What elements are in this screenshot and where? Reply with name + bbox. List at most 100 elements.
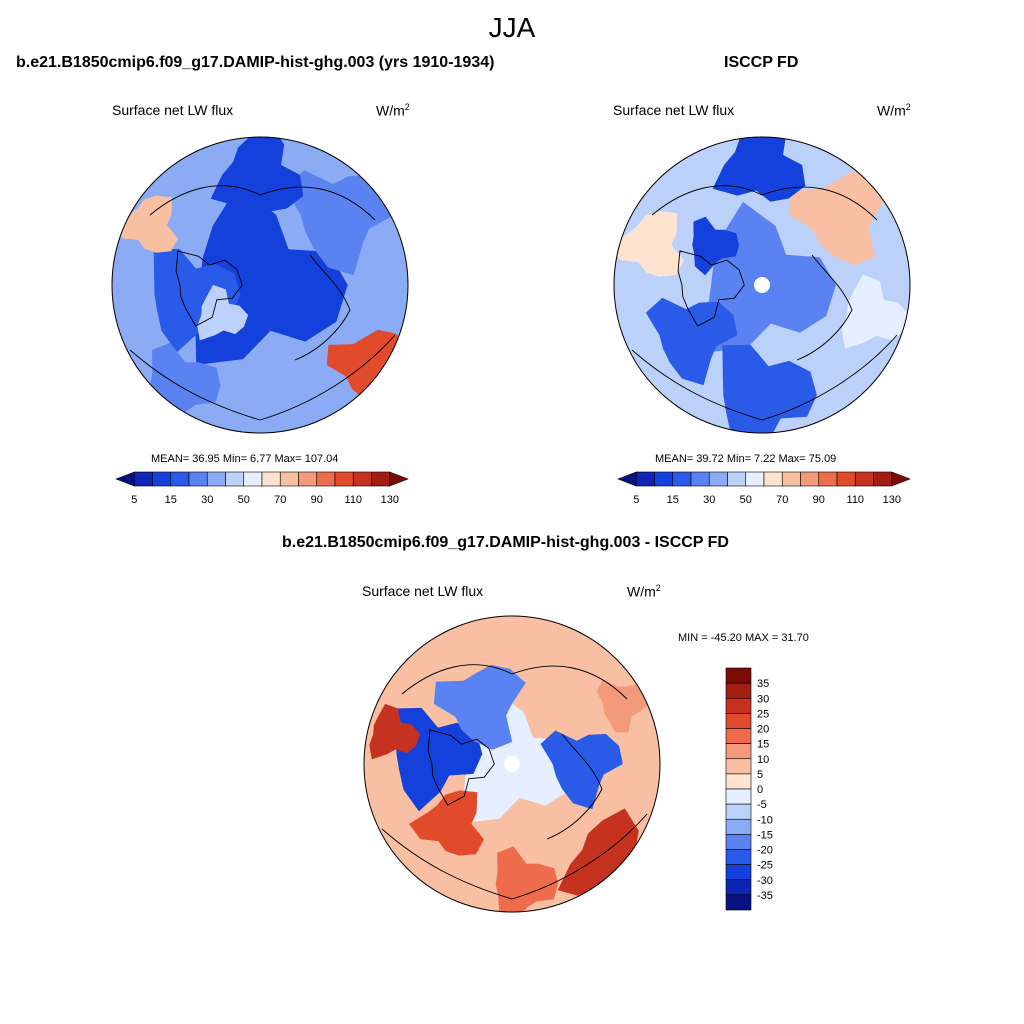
colorbar-tick-label: 70 — [274, 494, 286, 506]
colorbar-swatch — [725, 773, 752, 790]
colorbar-tick-label: 130 — [883, 494, 901, 506]
colorbar-tick-label: 30 — [703, 494, 715, 506]
flux-region — [284, 170, 395, 276]
coastlines — [129, 185, 396, 421]
colorbar-tick-label: 50 — [238, 494, 250, 506]
flux-region — [369, 703, 421, 760]
colorbar-tick-label: 5 — [633, 494, 639, 506]
colorbar-swatch — [873, 471, 893, 487]
season-title: JJA — [488, 12, 536, 43]
colorbar-swatch — [725, 879, 752, 896]
panel2-polar-map — [613, 136, 911, 434]
colorbar-swatch — [725, 743, 752, 760]
panel2-units: W/m2 — [877, 102, 911, 119]
map-field — [112, 137, 408, 433]
flux-region — [197, 284, 249, 341]
colorbar-swatch — [800, 471, 820, 487]
coastlines — [381, 664, 648, 900]
colorbar-tick-label: -15 — [757, 829, 773, 841]
colorbar-swatch — [243, 471, 263, 487]
panel3-stats: MIN = -45.20 MAX = 31.70 — [678, 632, 809, 644]
flux-region — [596, 679, 651, 733]
map-field — [364, 616, 660, 912]
flux-region — [153, 248, 241, 353]
colorbar-swatch — [818, 471, 838, 487]
colorbar-swatch — [725, 728, 752, 744]
colorbar-tick-label: -30 — [757, 875, 773, 887]
colorbar-tick-label: 20 — [757, 724, 769, 736]
map-border — [111, 136, 409, 434]
panel3-units: W/m2 — [627, 583, 661, 600]
panel1-title: b.e21.B1850cmip6.f09_g17.DAMIP-hist-ghg.… — [16, 54, 495, 71]
colorbar-tick-label: 30 — [757, 693, 769, 705]
colorbar-tick-label: 5 — [131, 494, 137, 506]
map-field — [614, 137, 910, 433]
colorbar-tick-label: 25 — [757, 708, 769, 720]
colorbar-tick-label: 50 — [740, 494, 752, 506]
panel1-variable-label: Surface net LW flux — [112, 102, 234, 118]
colorbar-tick-label: 30 — [201, 494, 213, 506]
colorbar-swatch — [781, 471, 801, 487]
coastlines — [631, 185, 898, 421]
flux-region — [112, 195, 178, 253]
colorbar-swatch — [854, 471, 874, 487]
colorbar-tick-label: 15 — [667, 494, 679, 506]
colorbar-swatch — [725, 803, 752, 820]
flux-region — [789, 172, 890, 266]
colorbar-swatch — [725, 894, 752, 911]
colorbar-swatch — [763, 471, 783, 487]
pole-hole — [504, 756, 520, 772]
flux-region — [722, 344, 817, 433]
diff-colorbar: 35 30 25 20 15 10 5 0 -5 -10 -15 -20 -25 -30 -35 — [725, 667, 773, 911]
panel2-variable-label: Surface net LW flux — [613, 102, 735, 118]
colorbar-swatch — [617, 471, 637, 487]
colorbar-tick-label: 90 — [311, 494, 323, 506]
colorbar-swatch — [115, 471, 135, 487]
colorbar-swatch — [316, 471, 336, 487]
colorbar-swatch — [725, 682, 752, 699]
colorbar-swatch — [725, 788, 752, 805]
colorbar-swatch — [727, 471, 747, 487]
panel1-polar-map — [111, 136, 409, 434]
colorbar-swatch — [635, 471, 655, 487]
panel2-title: ISCCP FD — [724, 54, 799, 71]
map-border — [613, 136, 911, 434]
colorbar-swatch — [389, 471, 409, 487]
flux-region — [712, 137, 806, 202]
flux-region — [645, 297, 738, 386]
flux-region — [540, 730, 623, 810]
colorbar-swatch — [745, 471, 765, 487]
colorbar-swatch — [170, 471, 190, 487]
colorbar-tick-label: 130 — [381, 494, 399, 506]
colorbar-swatch — [725, 713, 752, 729]
panel1-colorbar: 5 15 30 50 70 90 110 130 — [115, 471, 409, 506]
colorbar-swatch — [708, 471, 728, 487]
colorbar-tick-label: 10 — [757, 754, 769, 766]
flux-region — [409, 790, 484, 856]
panel1-units: W/m2 — [376, 102, 410, 119]
flux-region — [707, 201, 836, 353]
flux-region — [841, 274, 910, 349]
colorbar-tick-label: 90 — [813, 494, 825, 506]
colorbar-tick-label: -35 — [757, 890, 773, 902]
colorbar-tick-label: 70 — [776, 494, 788, 506]
colorbar-tick-label: 15 — [165, 494, 177, 506]
colorbar-tick-label: 0 — [757, 784, 763, 796]
panel3-polar-map — [363, 615, 661, 913]
flux-region — [495, 846, 559, 912]
colorbar-tick-label: 15 — [757, 739, 769, 751]
colorbar-tick-label: -5 — [757, 799, 767, 811]
colorbar-swatch — [352, 471, 372, 487]
colorbar-swatch — [225, 471, 245, 487]
colorbar-swatch — [279, 471, 299, 487]
colorbar-tick-label: -25 — [757, 860, 773, 872]
colorbar-swatch — [654, 471, 674, 487]
panel3-variable-label: Surface net LW flux — [362, 583, 484, 599]
colorbar-swatch — [725, 667, 752, 684]
colorbar-tick-label: 110 — [345, 494, 363, 506]
colorbar-tick-label: -10 — [757, 814, 773, 826]
flux-region — [614, 211, 684, 277]
panel2-stats: MEAN= 39.72 Min= 7.22 Max= 75.09 — [655, 453, 837, 465]
colorbar-swatch — [725, 834, 752, 850]
colorbar-swatch — [725, 697, 752, 714]
